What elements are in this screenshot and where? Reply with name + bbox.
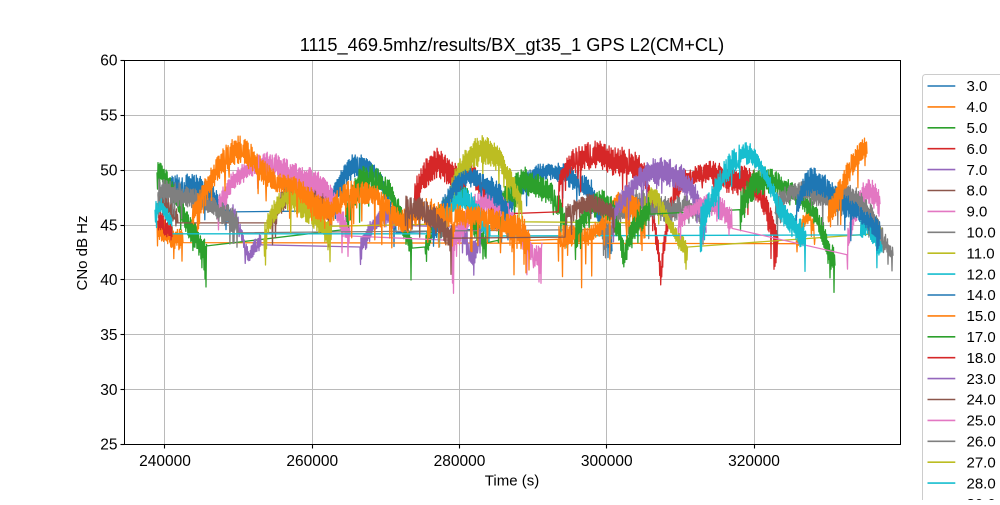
svg-text:3.0: 3.0	[967, 78, 988, 95]
svg-text:24.0: 24.0	[967, 392, 996, 409]
svg-text:25: 25	[100, 437, 117, 454]
svg-text:5.0: 5.0	[967, 120, 988, 137]
svg-text:1115_469.5mhz/results/BX_gt35_: 1115_469.5mhz/results/BX_gt35_1 GPS L2(C…	[300, 35, 724, 56]
svg-text:Time (s): Time (s)	[485, 473, 539, 490]
svg-text:6.0: 6.0	[967, 141, 988, 158]
svg-text:12.0: 12.0	[967, 266, 996, 283]
svg-text:30.0: 30.0	[967, 496, 996, 500]
svg-text:15.0: 15.0	[967, 308, 996, 325]
svg-text:CNo dB Hz: CNo dB Hz	[74, 215, 91, 290]
svg-text:45: 45	[100, 217, 117, 234]
svg-text:14.0: 14.0	[967, 287, 996, 304]
svg-text:35: 35	[100, 327, 117, 344]
svg-text:280000: 280000	[434, 453, 486, 470]
svg-text:300000: 300000	[581, 453, 633, 470]
svg-text:260000: 260000	[286, 453, 338, 470]
svg-text:27.0: 27.0	[967, 454, 996, 471]
svg-text:30: 30	[100, 382, 118, 399]
svg-text:8.0: 8.0	[967, 183, 988, 200]
svg-text:17.0: 17.0	[967, 329, 996, 346]
svg-text:25.0: 25.0	[967, 413, 996, 430]
svg-text:7.0: 7.0	[967, 162, 988, 179]
svg-text:55: 55	[100, 108, 117, 125]
svg-text:28.0: 28.0	[967, 475, 996, 492]
svg-text:4.0: 4.0	[967, 99, 988, 116]
svg-text:40: 40	[100, 272, 118, 289]
svg-text:18.0: 18.0	[967, 350, 996, 367]
svg-text:11.0: 11.0	[967, 245, 995, 262]
svg-text:320000: 320000	[728, 453, 780, 470]
svg-text:60: 60	[100, 53, 118, 70]
svg-text:9.0: 9.0	[967, 204, 988, 221]
svg-text:240000: 240000	[139, 453, 191, 470]
svg-text:26.0: 26.0	[967, 434, 996, 451]
svg-text:10.0: 10.0	[967, 225, 996, 242]
svg-text:23.0: 23.0	[967, 371, 996, 388]
svg-text:50: 50	[100, 162, 118, 179]
